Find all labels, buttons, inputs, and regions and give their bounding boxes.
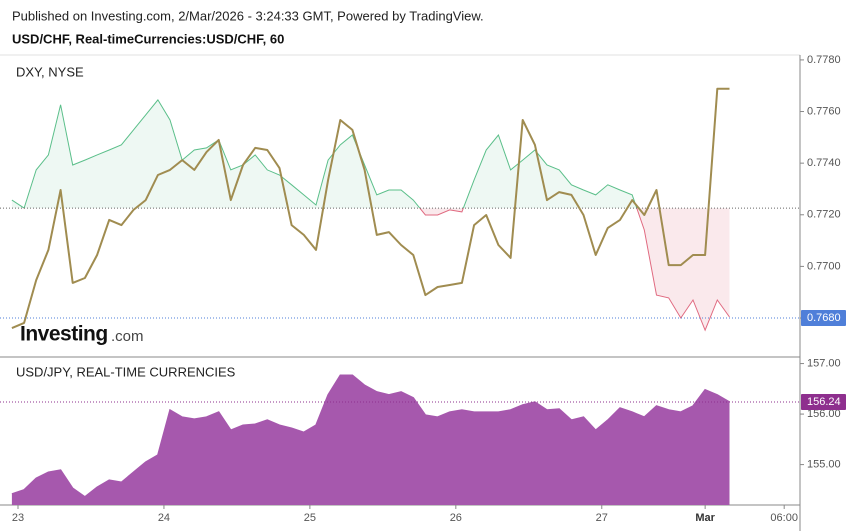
y-tick-label: 0.7760 xyxy=(807,105,841,117)
y-tick-label: 0.7780 xyxy=(807,54,841,66)
pane-title: DXY, NYSE xyxy=(16,64,84,79)
price-label-box xyxy=(801,310,846,327)
x-tick-label: 25 xyxy=(304,512,316,524)
watermark: .com xyxy=(111,328,144,345)
header-symbol: USD/CHF, Real-timeCurrencies:USD/CHF, 60 xyxy=(12,31,284,46)
x-tick-label: Mar xyxy=(695,512,715,524)
pane-title: USD/JPY, REAL-TIME CURRENCIES xyxy=(16,364,236,379)
header-line: Published on Investing.com, 2/Mar/2026 -… xyxy=(12,8,484,23)
y-tick-label: 156.00 xyxy=(807,408,841,420)
y-tick-label: 0.7720 xyxy=(807,209,841,221)
baseline-area-above xyxy=(11,99,637,209)
baseline-line-above xyxy=(11,99,638,209)
y-tick-label: 157.00 xyxy=(807,357,841,369)
price-label: 0.7680 xyxy=(807,312,841,324)
baseline-area-below xyxy=(11,208,730,331)
x-tick-label: 26 xyxy=(450,512,462,524)
area-line xyxy=(11,374,730,498)
price-label: 156.24 xyxy=(807,396,841,408)
y-tick-label: 0.7740 xyxy=(807,157,841,169)
y-tick-label: 155.00 xyxy=(807,458,841,470)
x-tick-label: 06:00 xyxy=(770,512,798,524)
price-label-box xyxy=(801,393,846,410)
watermark: Investing xyxy=(20,323,108,346)
x-tick-label: 24 xyxy=(158,512,170,524)
x-tick-label: 23 xyxy=(12,512,24,524)
area-fill xyxy=(11,375,730,505)
y-tick-label: 0.7700 xyxy=(807,260,841,272)
x-tick-label: 27 xyxy=(596,512,608,524)
line xyxy=(11,87,730,330)
